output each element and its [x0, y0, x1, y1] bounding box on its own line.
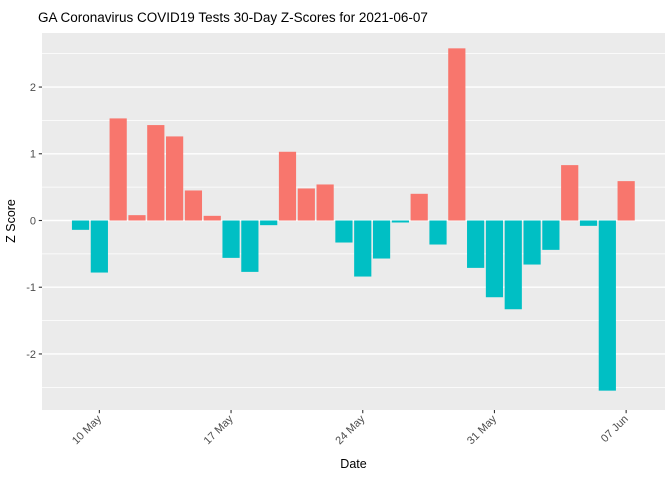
bar-24-may	[354, 220, 372, 277]
bar-17-may	[222, 220, 240, 258]
bar-15-may	[184, 190, 203, 221]
y-tick-label: -2	[26, 349, 36, 361]
bar-29-may	[448, 48, 466, 221]
y-tick-label: -1	[26, 282, 36, 294]
bar-23-may	[335, 220, 353, 243]
y-axis-title: Z Score	[4, 199, 18, 243]
bar-20-may	[278, 151, 297, 221]
y-tick-label: 1	[30, 149, 36, 161]
bar-18-may	[241, 220, 259, 272]
bar-09-may	[71, 220, 90, 230]
bar-31-may	[485, 220, 504, 298]
y-tick-label: 2	[30, 82, 36, 94]
x-tick-label: 07 Jun	[599, 413, 631, 445]
bar-12-may	[128, 215, 146, 221]
bar-26-may	[391, 220, 409, 223]
plot-panel	[42, 33, 665, 410]
bar-19-may	[260, 220, 278, 226]
bar-07-jun	[617, 181, 635, 221]
bar-03-jun	[542, 220, 560, 250]
bar-06-jun	[598, 220, 616, 391]
chart-title: GA Coronavirus COVID19 Tests 30-Day Z-Sc…	[38, 10, 428, 25]
bar-04-jun	[561, 165, 579, 221]
bar-27-may	[410, 193, 428, 221]
bar-02-jun	[523, 220, 541, 265]
bar-05-jun	[579, 220, 598, 226]
y-tick-label: 0	[30, 215, 36, 227]
panel-background	[42, 33, 665, 410]
bar-10-may	[90, 220, 108, 273]
bar-13-may	[147, 125, 165, 221]
bar-01-jun	[504, 220, 522, 310]
x-axis-title: Date	[340, 457, 366, 471]
x-tick-label: 10 May	[70, 413, 104, 447]
bars	[71, 48, 635, 391]
gridlines	[42, 53, 665, 388]
bar-14-may	[166, 136, 184, 221]
x-tick-label: 31 May	[465, 413, 499, 447]
x-tick-label: 24 May	[333, 413, 367, 447]
bar-11-may	[109, 118, 127, 221]
bar-21-may	[297, 188, 315, 221]
x-tick-label: 17 May	[202, 413, 236, 447]
bar-30-may	[467, 220, 485, 268]
bar-28-may	[429, 220, 447, 245]
bar-16-may	[203, 215, 221, 221]
bar-22-may	[316, 184, 334, 221]
bar-25-may	[372, 220, 391, 259]
